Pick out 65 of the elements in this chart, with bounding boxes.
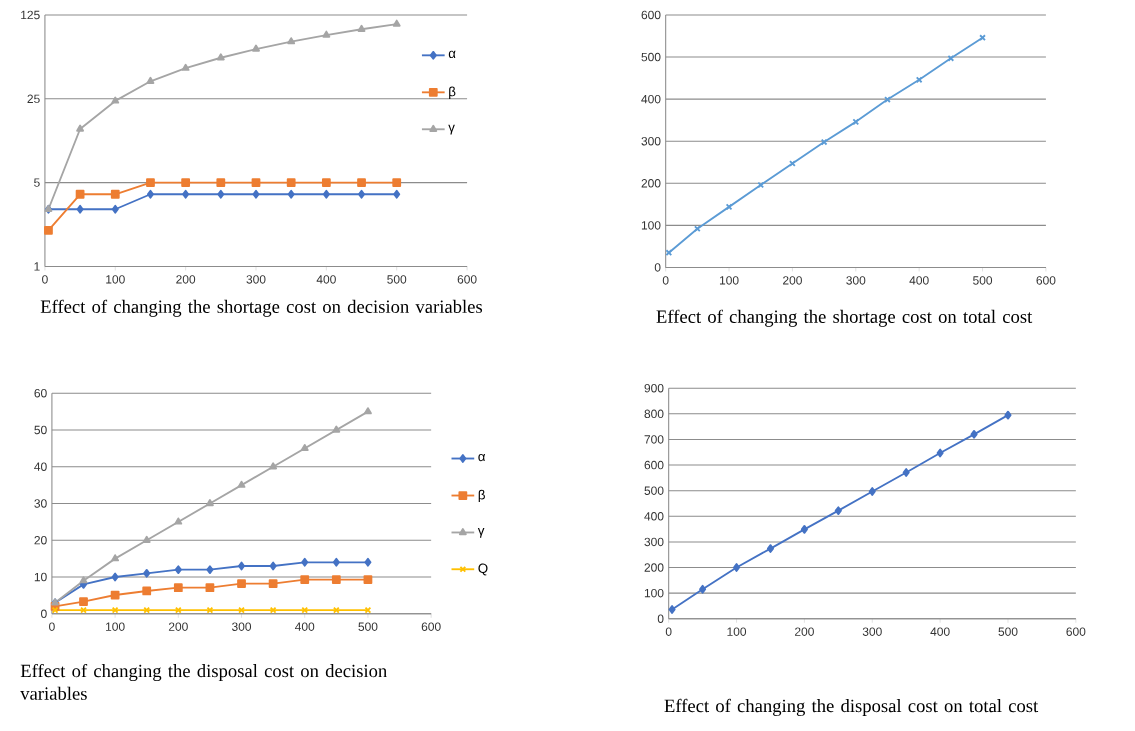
- legend-label: γ: [448, 124, 455, 135]
- x-tick-label: 600: [1036, 276, 1056, 285]
- y-tick-label: 25: [27, 94, 40, 104]
- x-tick-label: 500: [358, 622, 378, 632]
- y-tick-label: 800: [644, 409, 664, 419]
- x-tick-label: 100: [719, 276, 739, 285]
- y-tick-label: 500: [641, 53, 661, 62]
- x-tick-label: 400: [295, 622, 315, 632]
- y-tick-label: 200: [644, 563, 664, 573]
- x-tick-label: 300: [246, 275, 266, 284]
- y-tick-label: 500: [644, 486, 664, 496]
- x-tick-label: 100: [727, 627, 747, 637]
- x-tick-label: 500: [387, 275, 407, 284]
- x-tick-label: 0: [49, 622, 55, 632]
- y-tick-label: 1: [34, 262, 40, 271]
- x-tick-label: 200: [168, 622, 188, 632]
- legend-label: β: [478, 489, 485, 503]
- x-tick-label: 600: [1066, 627, 1086, 637]
- text: Effect of changing the disposal cost on decision variables: [20, 664, 387, 701]
- y-tick-label: 400: [644, 512, 664, 521]
- x-tick-label: 500: [973, 276, 993, 285]
- y-tick-label: 300: [644, 537, 664, 547]
- y-tick-label: 60: [34, 389, 47, 398]
- legend-label: Q: [478, 563, 488, 576]
- y-tick-label: 20: [34, 536, 47, 545]
- y-tick-label: 100: [641, 221, 661, 230]
- y-tick-label: 100: [644, 589, 664, 598]
- y-tick-label: 50: [34, 425, 47, 435]
- x-tick-label: 100: [106, 622, 125, 632]
- x-tick-label: 300: [846, 276, 866, 285]
- text: Effect of changing the disposal cost on total cost: [664, 699, 1039, 717]
- y-tick-label: 400: [641, 95, 661, 104]
- legend-label: β: [449, 86, 456, 100]
- x-tick-label: 300: [231, 622, 252, 632]
- legend-label: α: [448, 50, 456, 59]
- x-tick-label: 0: [665, 627, 672, 637]
- y-tick-label: 200: [641, 179, 661, 188]
- x-tick-label: 100: [106, 275, 125, 284]
- y-tick-label: 0: [657, 614, 664, 624]
- y-tick-label: 5: [34, 178, 40, 188]
- y-tick-label: 125: [21, 10, 40, 20]
- y-tick-label: 30: [34, 499, 47, 508]
- y-tick-label: 40: [34, 462, 47, 472]
- y-tick-label: 900: [644, 384, 664, 393]
- x-tick-label: 600: [457, 275, 477, 284]
- x-tick-label: 200: [795, 627, 814, 637]
- x-tick-label: 600: [421, 622, 441, 632]
- legend-label: α: [478, 454, 486, 462]
- legend-label: γ: [477, 528, 485, 538]
- y-tick-label: 300: [641, 137, 661, 146]
- y-tick-label: 0: [41, 609, 47, 619]
- y-tick-label: 0: [654, 263, 661, 272]
- x-tick-label: 300: [862, 627, 882, 637]
- text: Effect of changing the shortage cost on total cost: [656, 309, 1033, 328]
- x-tick-label: 500: [998, 627, 1018, 637]
- y-tick-label: 600: [644, 461, 664, 470]
- x-tick-label: 400: [930, 627, 950, 637]
- x-tick-label: 200: [176, 275, 196, 284]
- x-tick-label: 400: [316, 275, 336, 284]
- y-tick-label: 700: [644, 435, 664, 444]
- text: Effect of changing the shortage cost on decision variables: [40, 299, 483, 318]
- x-tick-label: 200: [783, 276, 802, 285]
- y-tick-label: 10: [34, 573, 47, 582]
- x-tick-label: 400: [909, 276, 929, 285]
- y-tick-label: 600: [641, 10, 661, 20]
